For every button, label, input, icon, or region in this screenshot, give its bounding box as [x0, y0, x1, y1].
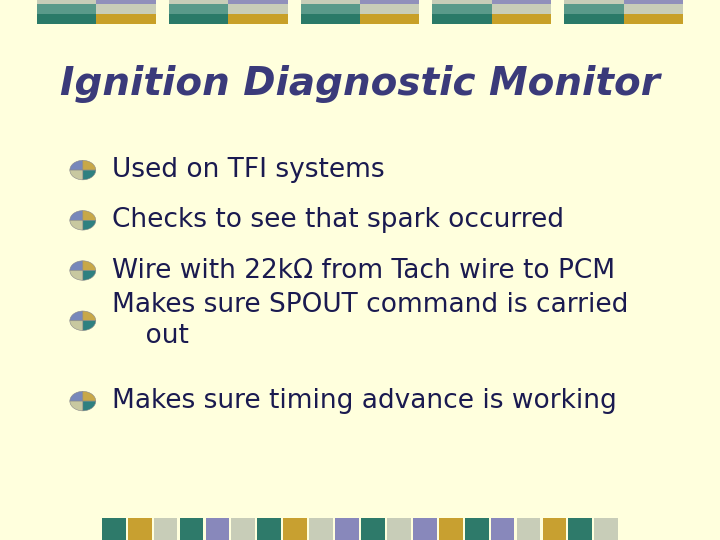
Bar [168, 15, 228, 24]
Bar [301, 4, 360, 15]
Bar [517, 518, 540, 540]
Bar [595, 518, 618, 540]
Bar [439, 518, 463, 540]
Wedge shape [83, 220, 96, 230]
Bar [624, 4, 683, 15]
Text: Wire with 22kΩ from Tach wire to PCM: Wire with 22kΩ from Tach wire to PCM [112, 258, 615, 284]
Bar [206, 518, 229, 540]
Bar [102, 518, 125, 540]
Bar [37, 15, 96, 24]
Wedge shape [83, 211, 96, 220]
Bar [232, 518, 256, 540]
Wedge shape [70, 160, 83, 170]
Bar [360, 4, 419, 15]
Text: Ignition Diagnostic Monitor: Ignition Diagnostic Monitor [60, 65, 660, 103]
Bar [37, 4, 96, 15]
Wedge shape [70, 311, 83, 321]
Wedge shape [70, 321, 83, 330]
Text: Checks to see that spark occurred: Checks to see that spark occurred [112, 207, 564, 233]
Wedge shape [70, 261, 83, 271]
Wedge shape [83, 170, 96, 180]
Bar [624, 0, 683, 4]
Wedge shape [70, 392, 83, 401]
Bar [432, 15, 492, 24]
Bar [491, 518, 515, 540]
Bar [413, 518, 437, 540]
Wedge shape [83, 311, 96, 321]
Bar [336, 518, 359, 540]
Bar [228, 15, 288, 24]
Bar [168, 4, 228, 15]
Wedge shape [83, 261, 96, 271]
Bar [432, 4, 492, 15]
Bar [492, 15, 552, 24]
Bar [564, 0, 624, 4]
Bar [96, 4, 156, 15]
Text: Makes sure timing advance is working: Makes sure timing advance is working [112, 388, 616, 414]
Bar [228, 0, 288, 4]
Bar [543, 518, 567, 540]
Bar [96, 0, 156, 4]
Wedge shape [70, 271, 83, 280]
Bar [180, 518, 203, 540]
Bar [301, 15, 360, 24]
Bar [564, 15, 624, 24]
Wedge shape [70, 170, 83, 180]
Wedge shape [70, 401, 83, 411]
Bar [153, 518, 177, 540]
Wedge shape [70, 220, 83, 230]
Bar [168, 0, 228, 4]
Wedge shape [70, 211, 83, 220]
Bar [387, 518, 410, 540]
Wedge shape [83, 392, 96, 401]
Text: Used on TFI systems: Used on TFI systems [112, 157, 384, 183]
Bar [492, 4, 552, 15]
Wedge shape [83, 321, 96, 330]
Wedge shape [83, 160, 96, 170]
Bar [301, 0, 360, 4]
Bar [37, 0, 96, 4]
Bar [284, 518, 307, 540]
Bar [361, 518, 385, 540]
Bar [360, 15, 419, 24]
Text: Makes sure SPOUT command is carried
    out: Makes sure SPOUT command is carried out [112, 292, 628, 349]
Bar [569, 518, 593, 540]
Bar [492, 0, 552, 4]
Bar [96, 15, 156, 24]
Wedge shape [83, 401, 96, 411]
Bar [310, 518, 333, 540]
Bar [624, 15, 683, 24]
Bar [258, 518, 281, 540]
Bar [432, 0, 492, 4]
Bar [564, 4, 624, 15]
Bar [360, 0, 419, 4]
Bar [127, 518, 151, 540]
Wedge shape [83, 271, 96, 280]
Bar [228, 4, 288, 15]
Bar [465, 518, 488, 540]
